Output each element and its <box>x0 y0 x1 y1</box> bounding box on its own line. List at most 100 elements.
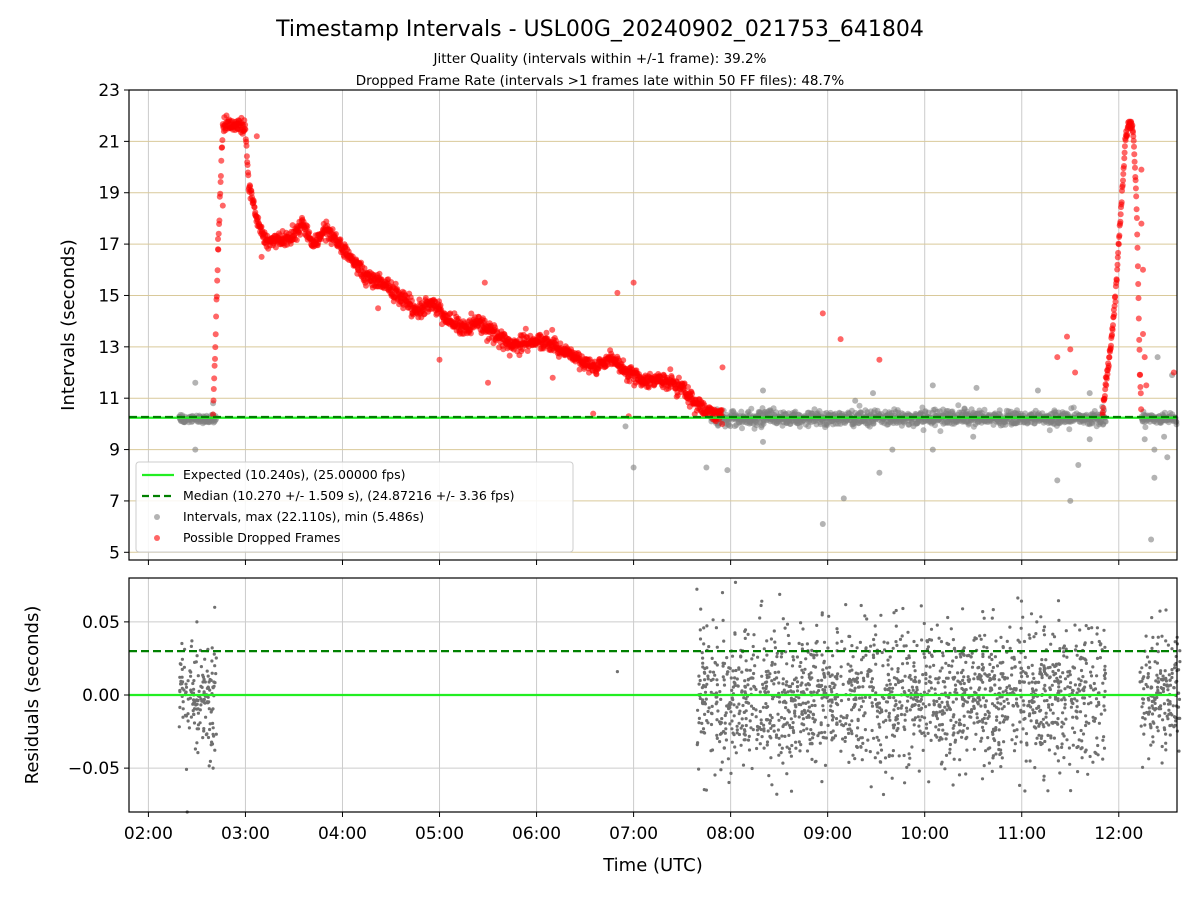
residual-point <box>715 678 718 681</box>
residual-point <box>747 702 750 705</box>
residual-point <box>1147 672 1150 675</box>
residual-point <box>804 702 807 705</box>
residual-point <box>753 664 756 667</box>
residual-point <box>713 773 716 776</box>
residual-point <box>881 664 884 667</box>
intervals-y-tick-label: 5 <box>109 543 120 563</box>
residual-point <box>772 682 775 685</box>
residual-point <box>711 657 714 660</box>
dropped-frame-point <box>245 162 251 168</box>
residual-point <box>752 633 755 636</box>
residual-point <box>912 732 915 735</box>
residual-point <box>1009 687 1012 690</box>
residual-point <box>829 704 832 707</box>
residual-point <box>815 624 818 627</box>
residual-point <box>810 676 813 679</box>
dropped-frame-point <box>1133 185 1139 191</box>
interval-point <box>876 470 882 476</box>
residual-point <box>968 678 971 681</box>
residual-point <box>1083 702 1086 705</box>
residual-point <box>912 640 915 643</box>
residual-point <box>764 702 767 705</box>
residual-point <box>1057 759 1060 762</box>
residual-point <box>716 646 719 649</box>
residual-point <box>1078 628 1081 631</box>
residual-point <box>823 660 826 663</box>
interval-point <box>1054 477 1060 483</box>
residual-point <box>1069 681 1072 684</box>
residual-point <box>1047 723 1050 726</box>
residual-point <box>936 717 939 720</box>
residual-point <box>189 675 192 678</box>
residual-point <box>1172 704 1175 707</box>
residual-point <box>1158 610 1161 613</box>
residual-point <box>749 687 752 690</box>
dropped-frame-point <box>1140 267 1146 273</box>
residual-point <box>192 679 195 682</box>
residual-point <box>928 703 931 706</box>
dropped-frame-point <box>1121 163 1127 169</box>
dropped-frame-point <box>1106 354 1112 360</box>
residual-point <box>904 719 907 722</box>
residual-point <box>1087 627 1090 630</box>
residual-point <box>968 715 971 718</box>
residual-point <box>1020 711 1023 714</box>
residual-point <box>917 725 920 728</box>
residual-point <box>738 722 741 725</box>
residual-point <box>926 640 929 643</box>
residual-point <box>1101 758 1104 761</box>
interval-point <box>1071 405 1077 411</box>
residual-point <box>778 593 781 596</box>
residual-point <box>786 623 789 626</box>
dropped-frame-point <box>676 375 682 381</box>
intervals-y-tick-label: 13 <box>98 338 120 358</box>
residual-point <box>860 658 863 661</box>
residual-point <box>197 723 200 726</box>
interval-point <box>1151 475 1157 481</box>
residual-point <box>918 680 921 683</box>
dropped-frame-point <box>214 294 220 300</box>
residual-point <box>1021 727 1024 730</box>
residual-point <box>1018 641 1021 644</box>
residual-point <box>834 734 837 737</box>
residual-point <box>913 723 916 726</box>
residual-point <box>196 727 199 730</box>
intervals-y-tick-label: 21 <box>98 132 120 152</box>
residual-point <box>923 622 926 625</box>
residual-point <box>790 790 793 793</box>
residual-point <box>724 722 727 725</box>
residual-point <box>985 646 988 649</box>
residual-point <box>963 715 966 718</box>
residual-point <box>769 736 772 739</box>
residual-point <box>1045 699 1048 702</box>
residual-point <box>844 740 847 743</box>
residual-point <box>998 687 1001 690</box>
residual-point <box>1150 686 1153 689</box>
residual-point <box>858 708 861 711</box>
residual-point <box>870 785 873 788</box>
residual-point <box>1098 640 1101 643</box>
residual-point <box>876 710 879 713</box>
residual-point <box>840 640 843 643</box>
residual-point <box>1040 734 1043 737</box>
residual-point <box>801 627 804 630</box>
residual-point <box>1015 728 1018 731</box>
residual-point <box>949 719 952 722</box>
residual-point <box>1064 703 1067 706</box>
residual-point <box>792 721 795 724</box>
interval-point <box>724 467 730 473</box>
residual-point <box>702 702 705 705</box>
intervals-y-tick-label: 9 <box>109 441 120 461</box>
residual-point <box>1040 663 1043 666</box>
residual-point <box>783 717 786 720</box>
residual-point <box>1034 726 1037 729</box>
residual-point <box>1004 715 1007 718</box>
residual-point <box>1003 700 1006 703</box>
residual-point <box>990 653 993 656</box>
residual-point <box>790 744 793 747</box>
residual-point <box>952 715 955 718</box>
residual-point <box>798 715 801 718</box>
residual-point <box>784 723 787 726</box>
residual-point <box>774 671 777 674</box>
residual-point <box>1104 690 1107 693</box>
